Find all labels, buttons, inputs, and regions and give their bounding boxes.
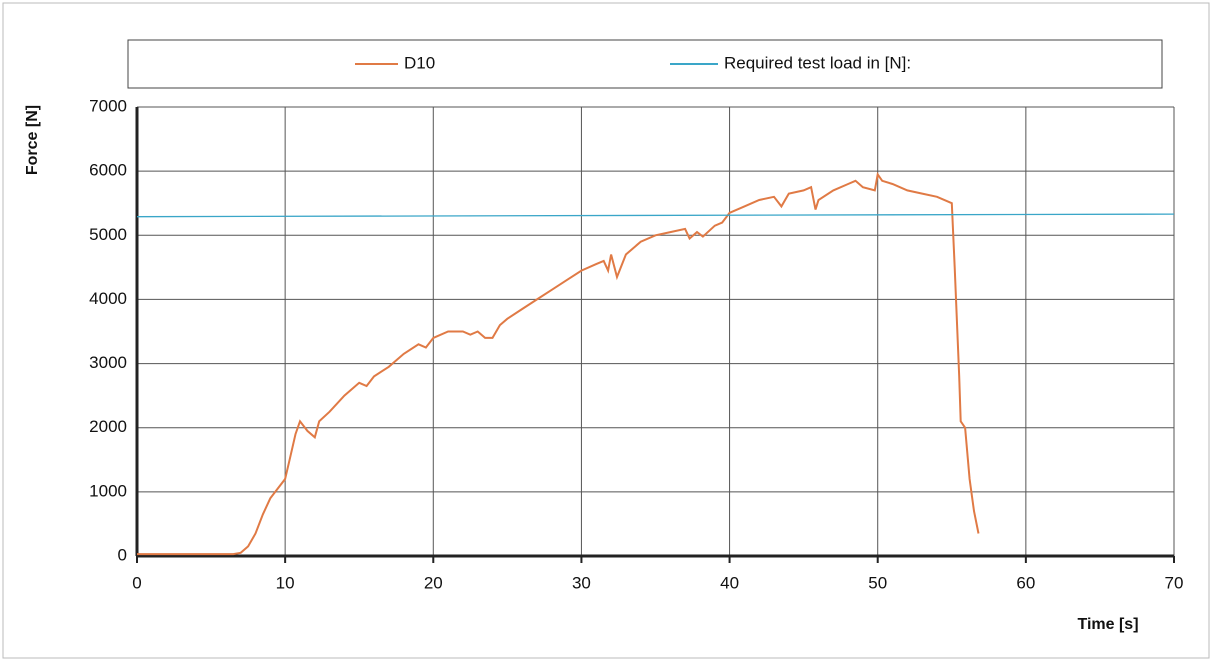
y-tick-label: 1000 [89,481,127,500]
x-tick-label: 60 [1016,573,1035,592]
x-tick-label: 20 [424,573,443,592]
legend-label: D10 [404,53,435,72]
y-tick-label: 6000 [89,161,127,180]
legend-box [127,39,1163,89]
y-tick-label: 2000 [89,417,127,436]
x-tick-label: 40 [720,573,739,592]
legend-label: Required test load in [N]: [724,53,911,72]
y-tick-label: 5000 [89,225,127,244]
y-tick-label: 0 [118,545,127,564]
x-tick-label: 50 [868,573,887,592]
x-axis-label: Time [s] [1077,616,1138,633]
series-line [137,171,980,556]
x-tick-label: 0 [132,573,141,592]
x-tick-label: 30 [572,573,591,592]
series-line [136,213,1175,218]
y-tick-label: 3000 [89,353,127,372]
y-tick-label: 4000 [89,289,127,308]
y-tick-label: 7000 [89,96,127,115]
x-tick-label: 10 [276,573,295,592]
x-tick-label: 70 [1165,573,1184,592]
y-axis-label: Force [N] [24,105,41,175]
